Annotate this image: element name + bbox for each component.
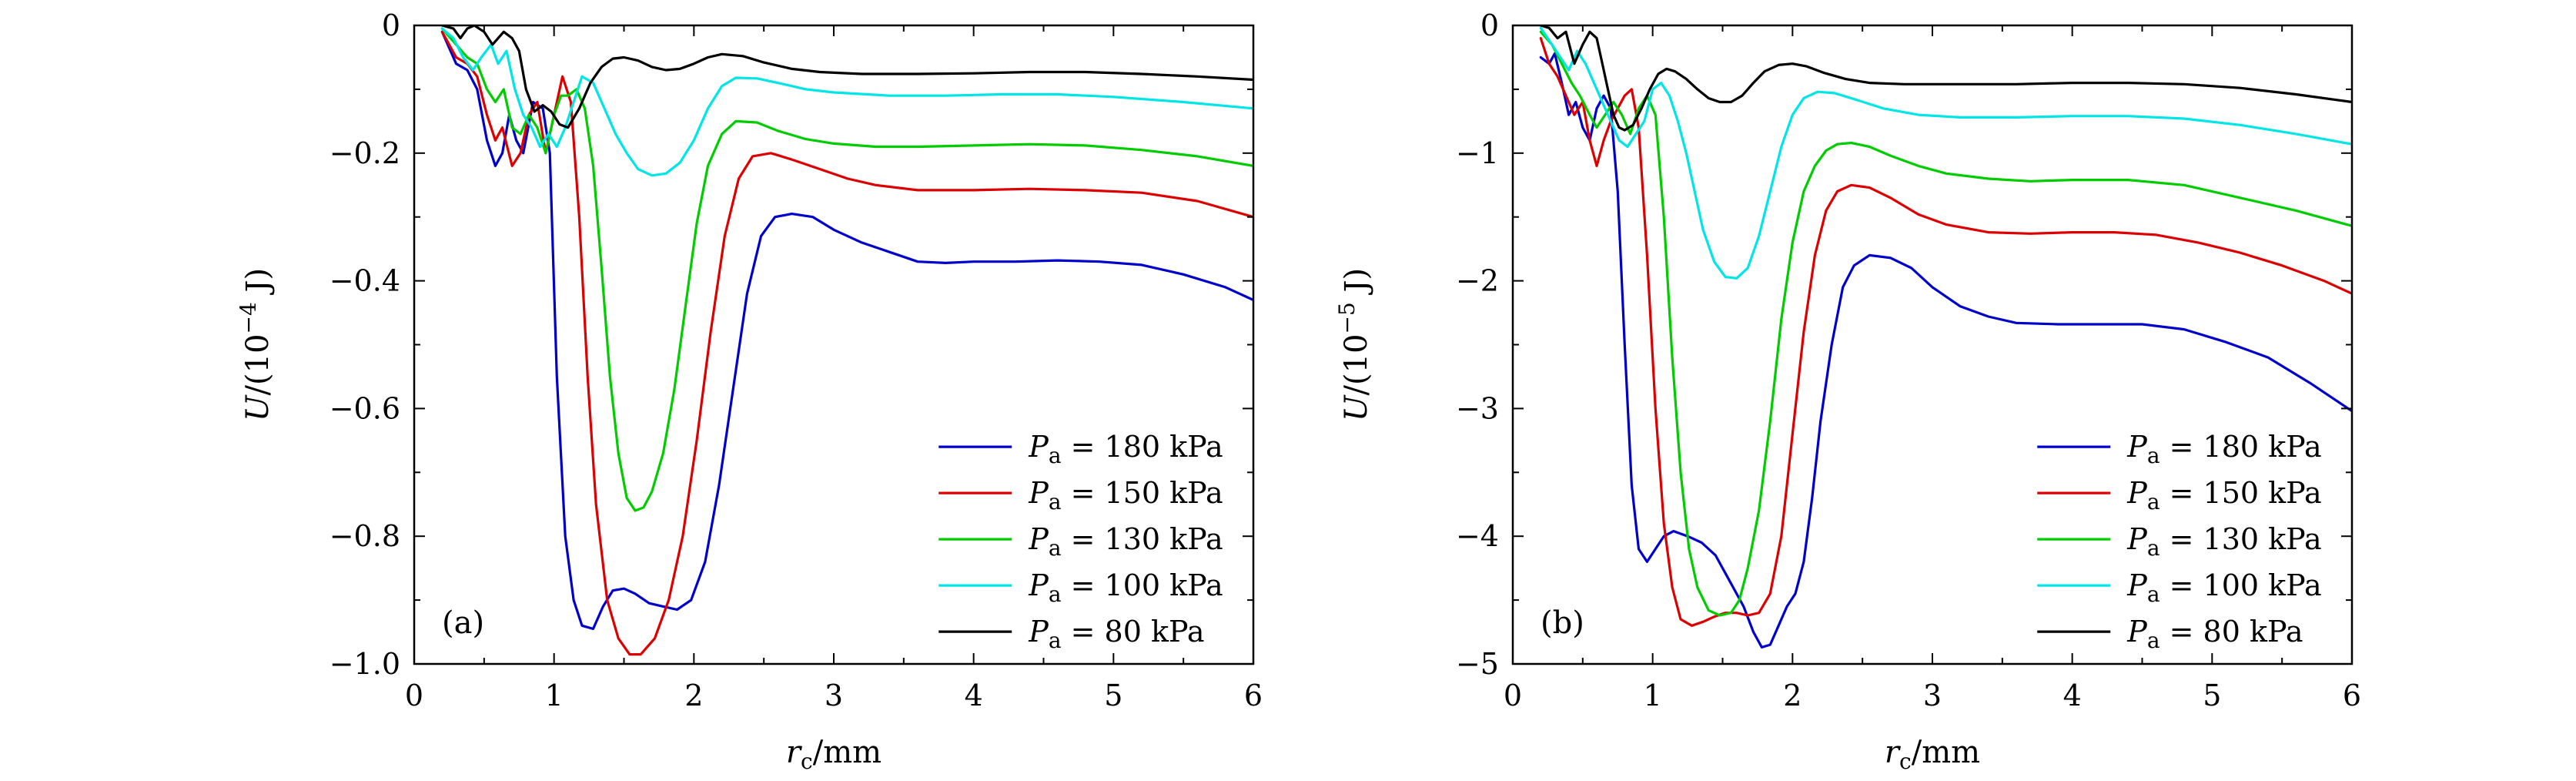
panel-a-y-tick-label-1: −0.2 bbox=[330, 136, 400, 170]
panel-b-y-tick-label-1: −1 bbox=[1456, 136, 1499, 170]
panel-a-panel-label: (a) bbox=[442, 605, 484, 641]
panel-a-y-tick-label-5: −1.0 bbox=[330, 647, 400, 681]
panel-b-y-axis-title: U/(10−5 J) bbox=[1334, 268, 1374, 421]
panel-b-series-group bbox=[1539, 25, 2352, 649]
panel-a-x-tick-label-4: 4 bbox=[965, 679, 983, 712]
panel-a-series-group bbox=[440, 25, 1253, 656]
panel-a-y-tick-label-4: −0.8 bbox=[330, 519, 400, 553]
panel-b-y-tick-label-3: −3 bbox=[1456, 391, 1499, 425]
panel-b-x-tick-label-2: 2 bbox=[1783, 679, 1802, 712]
panel-a-legend-entry-3: Pa = 100 kPa bbox=[1028, 568, 1223, 607]
panel-a-x-tick-label-3: 3 bbox=[825, 679, 843, 712]
panel-b-legend-entry-4: Pa = 80 kPa bbox=[2126, 615, 2303, 653]
panel-b-chart: 0 1 2 3 4 5 6 0 −1 −2 −3 −4 −5 rc/mm U/(10−5 J) (b) Pa =… bbox=[1334, 8, 2361, 774]
panel-a-x-tick-label-6: 6 bbox=[1244, 679, 1263, 712]
panel-b-y-tick-label-4: −4 bbox=[1456, 519, 1499, 553]
panel-b-legend-entry-0: Pa = 180 kPa bbox=[2126, 430, 2321, 468]
panel-b-panel-label: (b) bbox=[1541, 605, 1584, 641]
panel-a-x-tick-label-5: 5 bbox=[1104, 679, 1122, 712]
panel-a-legend-entry-1: Pa = 150 kPa bbox=[1028, 476, 1223, 515]
panel-a-y-tick-label-3: −0.6 bbox=[330, 391, 400, 425]
panel-b-legend-entry-3: Pa = 100 kPa bbox=[2126, 568, 2321, 607]
panel-b-y-tick-label-5: −5 bbox=[1456, 647, 1499, 681]
panel-b-x-axis-title: rc/mm bbox=[1885, 735, 1980, 774]
panel-a-x-tick-label-1: 1 bbox=[545, 679, 564, 712]
panel-b-x-tick-label-5: 5 bbox=[2203, 679, 2221, 712]
panel-b-series-line-0 bbox=[1539, 52, 2352, 649]
panel-a-y-axis-title: U/(10−4 J) bbox=[236, 268, 276, 421]
panel-a-legend-entry-4: Pa = 80 kPa bbox=[1028, 615, 1204, 653]
panel-b-x-tick-label-6: 6 bbox=[2343, 679, 2361, 712]
panel-b-y-tick-label-2: −2 bbox=[1456, 264, 1499, 298]
panel-b-series-line-3 bbox=[1539, 26, 2352, 280]
panel-b-series-line-4 bbox=[1539, 25, 2352, 132]
panel-a-y-tick-label-2: −0.4 bbox=[330, 264, 400, 298]
panel-b-series-line-1 bbox=[1539, 37, 2352, 627]
panel-a-x-tick-label-2: 2 bbox=[684, 679, 703, 712]
panel-b-y-tick-label-0: 0 bbox=[1480, 8, 1499, 42]
panel-a-legend-entry-2: Pa = 130 kPa bbox=[1028, 522, 1223, 561]
panel-a-series-line-4 bbox=[440, 25, 1253, 129]
panel-b-series-line-2 bbox=[1539, 30, 2352, 617]
panel-a-series-line-0 bbox=[440, 30, 1253, 630]
panel-a-series-line-3 bbox=[440, 27, 1253, 177]
panel-a-x-axis-title: rc/mm bbox=[786, 735, 882, 774]
panel-a-legend-entry-0: Pa = 180 kPa bbox=[1028, 430, 1223, 468]
panel-a-series-line-2 bbox=[440, 27, 1253, 512]
panel-a-y-tick-label-0: 0 bbox=[382, 8, 400, 42]
panel-b-x-tick-label-4: 4 bbox=[2063, 679, 2082, 712]
panel-a-chart: 0 1 2 3 4 5 6 0 −0.2 −0.4 −0.6 −0.8 −1.0 rc/mm U/(10−4… bbox=[236, 8, 1263, 774]
panel-b-x-tick-label-0: 0 bbox=[1504, 679, 1522, 712]
panel-a-x-tick-label-0: 0 bbox=[405, 679, 423, 712]
panel-b-legend-entry-2: Pa = 130 kPa bbox=[2126, 522, 2321, 561]
panel-b-x-tick-label-1: 1 bbox=[1644, 679, 1662, 712]
panel-a-series-line-1 bbox=[440, 30, 1253, 656]
panel-b-legend-entry-1: Pa = 150 kPa bbox=[2126, 476, 2321, 515]
panel-b-x-tick-label-3: 3 bbox=[1923, 679, 1942, 712]
